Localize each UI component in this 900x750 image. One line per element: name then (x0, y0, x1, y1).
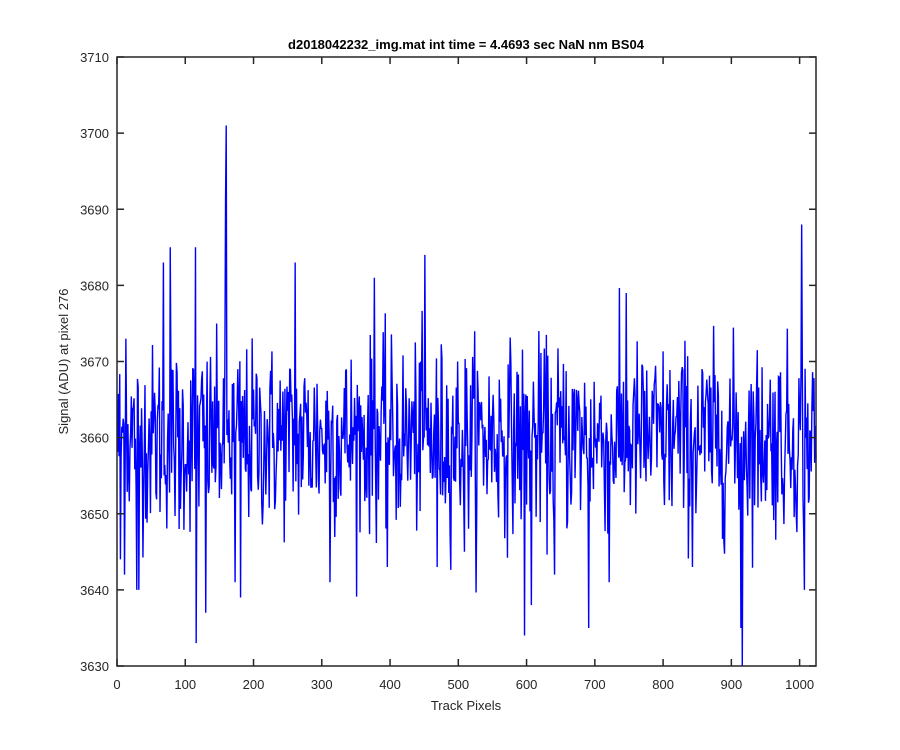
x-tick-label: 800 (652, 677, 674, 692)
x-tick-label: 300 (311, 677, 333, 692)
y-tick-label: 3710 (80, 50, 109, 65)
x-tick-label: 400 (379, 677, 401, 692)
y-tick-label: 3700 (80, 126, 109, 141)
x-tick-label: 700 (584, 677, 606, 692)
x-axis-title: Track Pixels (431, 698, 502, 713)
x-tick-label: 100 (174, 677, 196, 692)
y-tick-label: 3660 (80, 431, 109, 446)
x-tick-label: 1000 (785, 677, 814, 692)
y-tick-label: 3690 (80, 202, 109, 217)
x-tick-label: 600 (516, 677, 538, 692)
series-line-0 (116, 125, 817, 667)
x-tick-label: 900 (721, 677, 743, 692)
y-axis-title: Signal (ADU) at pixel 276 (56, 289, 71, 435)
plot-area (117, 57, 816, 666)
x-tick-label: 200 (243, 677, 265, 692)
x-tick-label: 0 (113, 677, 120, 692)
chart-title: d2018042232_img.mat int time = 4.4693 se… (288, 37, 645, 52)
series-layer (116, 125, 817, 667)
ticks-layer: 0 100 200 300 400 500 600 700 800 900 1000 3630 3640… (80, 50, 816, 692)
y-tick-label: 3670 (80, 355, 109, 370)
y-tick-label: 3630 (80, 659, 109, 674)
y-tick-label: 3680 (80, 278, 109, 293)
x-tick-label: 500 (447, 677, 469, 692)
y-tick-label: 3650 (80, 507, 109, 522)
y-tick-label: 3640 (80, 583, 109, 598)
